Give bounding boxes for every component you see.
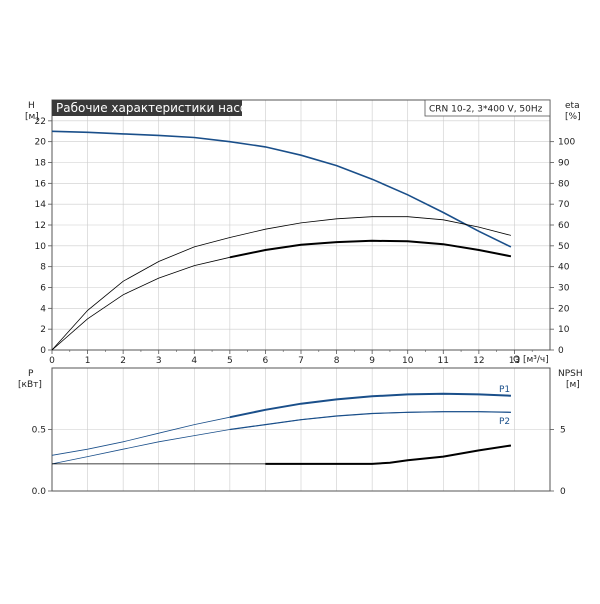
x-tick-label: 5 (227, 356, 233, 366)
x-tick-label: 11 (438, 356, 449, 366)
y-left-tick-label: 2 (40, 325, 46, 335)
npsh-tick-label: 5 (560, 426, 566, 436)
top-chart-grid (51, 100, 550, 351)
x-tick-label: 4 (191, 356, 197, 366)
y-left-tick-label: 0 (40, 346, 46, 356)
npsh-tick-label: 0 (560, 487, 566, 497)
y-right-tick-label: 40 (558, 263, 570, 273)
npsh-curve-operating-range (265, 444, 512, 465)
npsh-curve (52, 445, 511, 465)
x-tick-label: 10 (402, 356, 414, 366)
y-right-tick-label: 100 (558, 138, 575, 148)
p-tick-label: 0.5 (32, 426, 46, 436)
efficiency-curve-lower (51, 240, 511, 351)
y-left-tick-label: 16 (35, 179, 47, 189)
y-axis-label-h: H (28, 101, 35, 111)
x-tick-label: 1 (85, 356, 91, 366)
bottom-chart-ticks: 0.0 0.5 0 5 (32, 426, 566, 498)
power-p2-operating-range (229, 411, 511, 431)
y-right-tick-label: 10 (558, 325, 570, 335)
x-tick-label: 6 (263, 356, 269, 366)
y-left-tick-label: 10 (35, 242, 47, 252)
y-right-tick-label: 80 (558, 179, 570, 189)
y-axis-label-npsh: NPSH (558, 369, 583, 379)
y-axis-unit-eta: [%] (565, 112, 581, 122)
bottom-chart-series (51, 392, 512, 465)
top-chart-series (51, 130, 512, 351)
y-axis-unit-h: [м] (25, 112, 39, 122)
y-right-tick-label: 60 (558, 221, 570, 231)
y-left-tick-label: 20 (35, 138, 47, 148)
y-axis-unit-p: [кВт] (18, 380, 42, 390)
top-chart-ticks: 0 1 2 3 4 5 6 7 8 9 10 11 12 130246810121416182022010… (35, 117, 576, 366)
y-left-tick-label: 22 (35, 117, 46, 127)
title-box (52, 100, 242, 116)
y-right-tick-label: 90 (558, 159, 570, 169)
y-right-tick-label: 0 (558, 346, 564, 356)
power-p1-curve (51, 393, 511, 456)
head-curve (51, 130, 512, 248)
series-label-p1: P1 (499, 385, 510, 395)
x-tick-label: 8 (334, 356, 340, 366)
y-right-tick-label: 50 (558, 242, 570, 252)
y-axis-unit-npsh: [м] (566, 380, 580, 390)
x-tick-label: 7 (298, 356, 304, 366)
y-right-tick-label: 30 (558, 284, 570, 294)
x-tick-label: 12 (473, 356, 484, 366)
series-label-p2: P2 (499, 417, 510, 427)
x-tick-label: 9 (369, 356, 375, 366)
y-left-tick-label: 4 (40, 304, 46, 314)
chart-title: Рабочие характеристики насоса (56, 101, 261, 115)
x-tick-label: 2 (120, 356, 126, 366)
y-right-tick-label: 70 (558, 200, 570, 210)
power-p1-operating-range (229, 392, 511, 419)
y-left-tick-label: 6 (40, 284, 46, 294)
x-tick-label: 3 (156, 356, 162, 366)
efficiency-curve-upper (51, 216, 512, 351)
y-axis-label-p: P (28, 369, 34, 379)
p-tick-label: 0.0 (32, 487, 47, 497)
x-tick-label: 0 (49, 356, 55, 366)
bottom-chart-grid (51, 368, 550, 492)
subtitle-box (424, 99, 551, 117)
y-left-tick-label: 18 (35, 159, 47, 169)
y-axis-label-eta: eta (565, 101, 580, 111)
y-right-tick-label: 20 (558, 304, 570, 314)
y-left-tick-label: 14 (35, 200, 47, 210)
x-tick-label: 13 (509, 356, 520, 366)
chart-subtitle: CRN 10-2, 3*400 V, 50Hz (429, 105, 543, 115)
y-left-tick-label: 8 (40, 263, 46, 273)
y-left-tick-label: 12 (35, 221, 46, 231)
efficiency-curve-operating-range (229, 239, 512, 259)
x-axis-label: Q [м³/ч] (513, 355, 549, 365)
